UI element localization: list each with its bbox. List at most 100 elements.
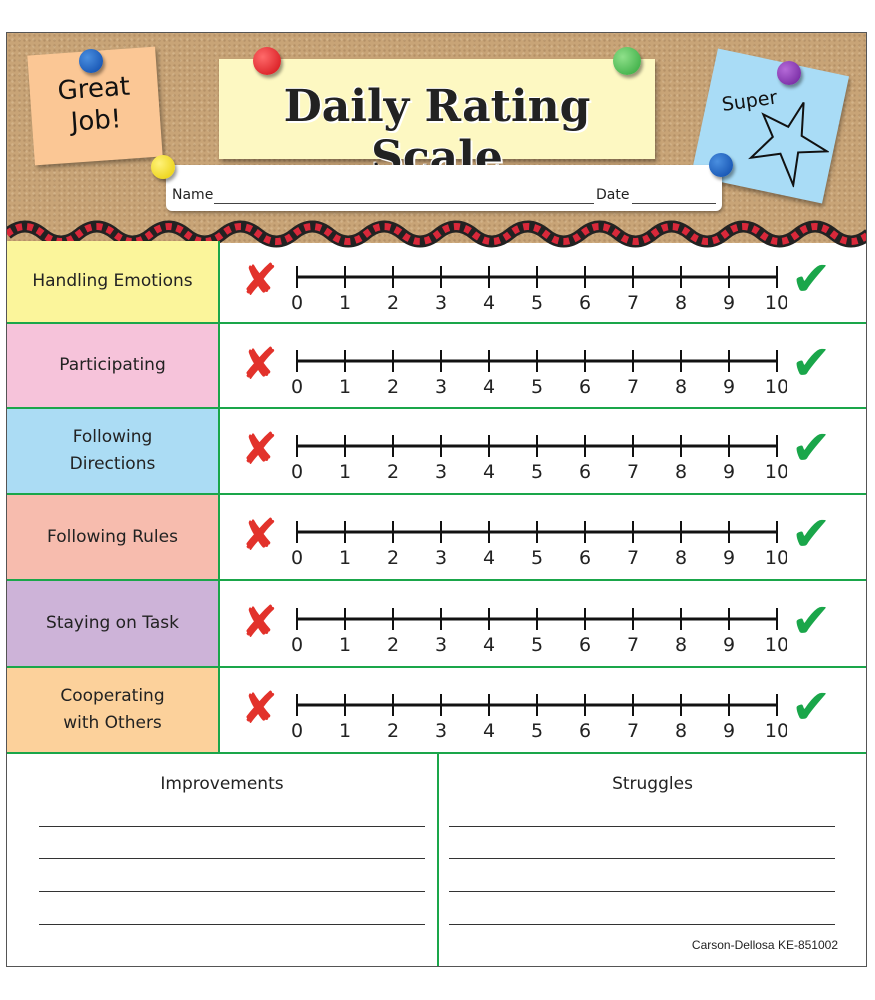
scale-tick-label: 3 (435, 376, 447, 398)
scale-tick-label: 4 (483, 547, 495, 569)
scale-tick-label: 0 (291, 376, 303, 398)
name-field[interactable] (214, 203, 594, 204)
date-field[interactable] (632, 203, 716, 204)
yellow-pin-icon (151, 155, 175, 179)
scale-tick-label: 2 (387, 461, 399, 483)
scale-tick-label: 5 (531, 292, 543, 314)
rating-scale[interactable]: 0 1 2 3 4 5 6 7 8 9 10 (287, 510, 787, 570)
scale-tick-label: 0 (291, 292, 303, 314)
scale-tick-label: 3 (435, 634, 447, 656)
star-icon (748, 101, 831, 189)
purple-pin-icon (777, 61, 801, 85)
scale-tick-label: 2 (387, 292, 399, 314)
super-note: Super (690, 48, 850, 204)
notes-section: Improvements Struggles Carson-Dellosa KE… (7, 754, 866, 966)
row-label: Following Directions (7, 409, 220, 493)
scale-tick-label: 4 (483, 720, 495, 742)
scale-tick-label: 3 (435, 720, 447, 742)
corkboard-header: Great Job! Daily Rating Scale Super Name… (7, 33, 866, 248)
struggles-heading: Struggles (612, 774, 693, 794)
red-x-icon: ✘ (241, 683, 278, 734)
scale-tick-label: 5 (531, 376, 543, 398)
green-check-icon: ✔ (791, 250, 832, 307)
scale-tick-label: 8 (675, 292, 687, 314)
rating-row: Staying on Task ✘ ✔ 0 1 2 3 4 5 6 7 8 9 10 (7, 581, 866, 668)
scale-tick-label: 8 (675, 547, 687, 569)
writing-line[interactable] (449, 826, 835, 827)
scale-tick-label: 6 (579, 634, 591, 656)
name-label: Name (172, 187, 214, 203)
scale-tick-label: 2 (387, 547, 399, 569)
rating-scale[interactable]: 0 1 2 3 4 5 6 7 8 9 10 (287, 424, 787, 484)
writing-line[interactable] (449, 924, 835, 925)
scale-tick-label: 1 (339, 634, 351, 656)
struggles-column: Struggles (439, 754, 866, 966)
scale-tick-label: 2 (387, 634, 399, 656)
scale-tick-label: 1 (339, 720, 351, 742)
scale-tick-label: 7 (627, 461, 639, 483)
scale-tick-label: 6 (579, 292, 591, 314)
writing-line[interactable] (39, 924, 425, 925)
scale-tick-label: 6 (579, 547, 591, 569)
rating-row: Following Directions ✘ ✔ 0 1 2 3 4 5 6 7 8 9 10 (7, 409, 866, 495)
scale-tick-label: 9 (723, 720, 735, 742)
scale-tick-label: 1 (339, 547, 351, 569)
scale-tick-label: 10 (765, 292, 787, 314)
green-check-icon: ✔ (791, 420, 832, 476)
scale-tick-label: 0 (291, 634, 303, 656)
rating-row: Participating ✘ ✔ 0 1 2 3 4 5 6 7 8 9 10 (7, 324, 866, 409)
name-date-bar: Name Date (166, 165, 722, 211)
row-label: Cooperating with Others (7, 668, 220, 752)
writing-line[interactable] (39, 858, 425, 859)
scale-tick-label: 10 (765, 461, 787, 483)
scale-tick-label: 10 (765, 547, 787, 569)
rating-scale[interactable]: 0 1 2 3 4 5 6 7 8 9 10 (287, 255, 787, 315)
red-x-icon: ✘ (241, 338, 278, 390)
scale-tick-label: 8 (675, 461, 687, 483)
row-label: Participating (7, 324, 220, 407)
scale-tick-label: 10 (765, 376, 787, 398)
rating-scale[interactable]: 0 1 2 3 4 5 6 7 8 9 10 (287, 683, 787, 743)
writing-line[interactable] (39, 891, 425, 892)
green-check-icon: ✔ (791, 679, 832, 735)
scale-tick-label: 4 (483, 376, 495, 398)
scale-tick-label: 8 (675, 634, 687, 656)
writing-line[interactable] (449, 891, 835, 892)
scale-tick-label: 0 (291, 720, 303, 742)
scale-tick-label: 3 (435, 292, 447, 314)
row-label: Following Rules (7, 495, 220, 579)
rating-row: Handling Emotions ✘ ✔ 0 1 2 3 4 5 6 7 8 9 10 (7, 241, 866, 324)
scale-tick-label: 9 (723, 376, 735, 398)
scale-tick-label: 8 (675, 376, 687, 398)
blue-pin-icon (709, 153, 733, 177)
rating-scale[interactable]: 0 1 2 3 4 5 6 7 8 9 10 (287, 339, 787, 399)
scale-tick-label: 7 (627, 376, 639, 398)
rating-sheet: Great Job! Daily Rating Scale Super Name… (6, 32, 867, 967)
writing-line[interactable] (449, 858, 835, 859)
blue-pin-icon (79, 49, 103, 73)
green-check-icon: ✔ (791, 592, 832, 649)
date-label: Date (596, 187, 630, 203)
scale-tick-label: 2 (387, 376, 399, 398)
red-x-icon: ✘ (241, 254, 278, 306)
page-title: Daily Rating Scale (283, 81, 591, 183)
scale-tick-label: 6 (579, 720, 591, 742)
writing-line[interactable] (39, 826, 425, 827)
scale-tick-label: 0 (291, 461, 303, 483)
scale-tick-label: 6 (579, 461, 591, 483)
scale-tick-label: 1 (339, 292, 351, 314)
scale-tick-label: 9 (723, 634, 735, 656)
scale-tick-label: 4 (483, 461, 495, 483)
scale-tick-label: 7 (627, 292, 639, 314)
scale-tick-label: 8 (675, 720, 687, 742)
scale-tick-label: 1 (339, 376, 351, 398)
scale-tick-label: 7 (627, 547, 639, 569)
scale-tick-label: 10 (765, 634, 787, 656)
rating-scale[interactable]: 0 1 2 3 4 5 6 7 8 9 10 (287, 597, 787, 657)
scale-tick-label: 5 (531, 634, 543, 656)
scale-tick-label: 2 (387, 720, 399, 742)
scale-tick-label: 6 (579, 376, 591, 398)
red-x-icon: ✘ (241, 596, 278, 648)
green-pin-icon (613, 47, 641, 75)
improvements-heading: Improvements (160, 774, 284, 794)
